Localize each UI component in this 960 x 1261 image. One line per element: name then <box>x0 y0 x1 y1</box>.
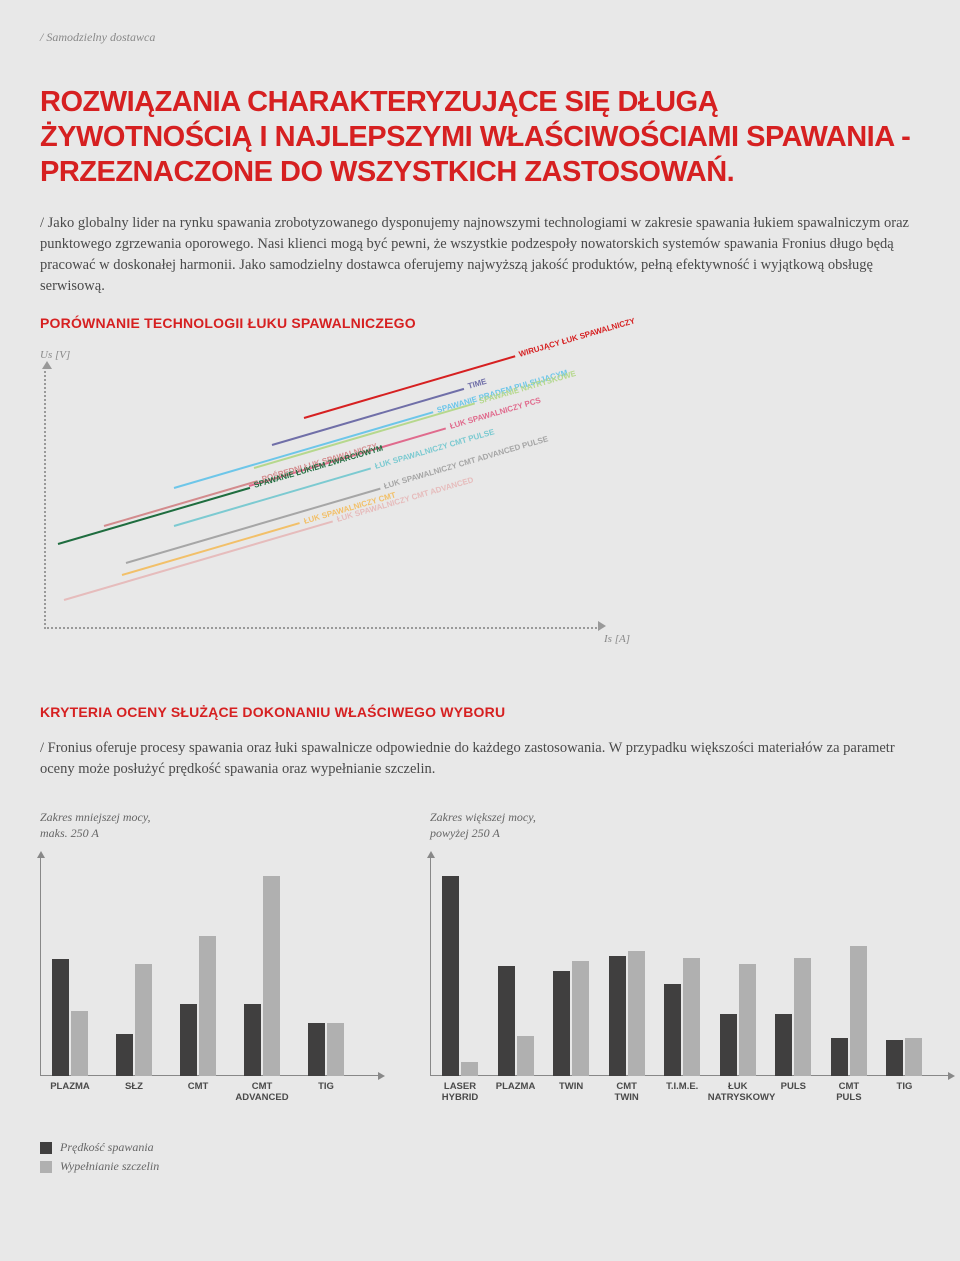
bar-group: PULS <box>775 958 811 1076</box>
bar-label: LASERHYBRID <box>430 1082 490 1104</box>
bar-label: CMTADVANCED <box>232 1082 292 1104</box>
arc-line <box>122 523 300 577</box>
bar-label: TWIN <box>541 1082 601 1093</box>
criteria-paragraph: / Fronius oferuje procesy spawania oraz … <box>40 738 920 780</box>
bar-speed <box>52 959 69 1076</box>
bar-group: LASERHYBRID <box>442 876 478 1076</box>
bar-group: CMTPULS <box>831 946 867 1076</box>
x-axis <box>44 627 600 629</box>
bar-gap <box>739 964 756 1076</box>
arc-line <box>64 521 333 602</box>
arc-line <box>104 481 258 528</box>
bar-label: PLAZMA <box>486 1082 546 1093</box>
bar-label: PULS <box>763 1082 823 1093</box>
bar-label: PLAZMA <box>40 1082 100 1093</box>
bar-gap <box>327 1023 344 1076</box>
bar-gap <box>461 1062 478 1076</box>
bar-group: CMTADVANCED <box>244 876 280 1076</box>
bar-gap <box>71 1011 88 1076</box>
x-axis-label: Is [A] <box>604 633 630 645</box>
bar-group: SŁZ <box>116 964 152 1076</box>
bar-label: SŁZ <box>104 1082 164 1093</box>
section-title-criteria: KRYTERIA OCENY SŁUŻĄCE DOKONANIU WŁAŚCIW… <box>40 704 920 720</box>
bar-group: T.I.M.E. <box>664 958 700 1076</box>
bar-gap <box>135 964 152 1076</box>
barchart-title-left: Zakres mniejszej mocy,maks. 250 A <box>40 810 380 842</box>
bar-gap <box>850 946 867 1076</box>
bar-speed <box>553 971 570 1076</box>
bar-group: PLAZMA <box>498 966 534 1076</box>
arc-line-label: ŁUK SPAWALNICZY CMT PULSE <box>373 427 495 470</box>
bar-label: CMT <box>168 1082 228 1093</box>
bar-label: TIG <box>874 1082 934 1093</box>
bar-gap <box>794 958 811 1076</box>
bar-label: ŁUKNATRYSKOWY <box>708 1082 768 1104</box>
y-axis <box>40 856 41 1076</box>
bar-speed <box>308 1023 325 1076</box>
arc-line <box>254 403 475 469</box>
arc-comparison-chart: Us [V] WIRUJĄCY ŁUK SPAWALNICZYTIMESPAWA… <box>40 349 600 649</box>
bar-label: TIG <box>296 1082 356 1093</box>
bar-group: TIG <box>886 1038 922 1076</box>
bar-group: CMT <box>180 936 216 1076</box>
bar-label: CMTPULS <box>819 1082 879 1104</box>
bar-speed <box>498 966 515 1076</box>
barchart-higher-power: Zakres większej mocy,powyżej 250 A LASER… <box>430 810 950 1096</box>
page-title: ROZWIĄZANIA CHARAKTERYZUJĄCE SIĘ DŁUGĄ Ż… <box>40 85 920 189</box>
bar-speed <box>886 1040 903 1076</box>
bar-speed <box>609 956 626 1076</box>
bar-speed <box>720 1014 737 1076</box>
y-axis <box>430 856 431 1076</box>
legend-item-speed: Prędkość spawania <box>40 1140 920 1155</box>
bar-gap <box>572 961 589 1076</box>
section-title-comparison: PORÓWNANIE TECHNOLOGII ŁUKU SPAWALNICZEG… <box>40 315 920 331</box>
legend-label-speed: Prędkość spawania <box>60 1140 154 1155</box>
bar-group: CMTTWIN <box>609 951 645 1076</box>
intro-paragraph: / Jako globalny lider na rynku spawania … <box>40 213 920 297</box>
arc-line <box>58 487 251 545</box>
arc-line-label: TIME <box>467 377 488 391</box>
legend-label-gap: Wypełnianie szczelin <box>60 1159 159 1174</box>
arc-line <box>126 488 381 564</box>
bar-speed <box>180 1004 197 1076</box>
bar-group: TIG <box>308 1023 344 1076</box>
legend: Prędkość spawania Wypełnianie szczelin <box>40 1140 920 1174</box>
bar-speed <box>244 1004 261 1076</box>
bar-speed <box>775 1014 792 1076</box>
legend-item-gap: Wypełnianie szczelin <box>40 1159 920 1174</box>
bar-gap <box>199 936 216 1076</box>
bar-group: ŁUKNATRYSKOWY <box>720 964 756 1076</box>
bar-gap <box>905 1038 922 1076</box>
bar-speed <box>831 1038 848 1076</box>
bar-label: CMTTWIN <box>597 1082 657 1104</box>
barchart-title-right: Zakres większej mocy,powyżej 250 A <box>430 810 950 842</box>
bar-gap <box>263 876 280 1076</box>
barchart-lower-power: Zakres mniejszej mocy,maks. 250 A PLAZMA… <box>40 810 380 1096</box>
bar-speed <box>116 1034 133 1076</box>
bar-gap <box>683 958 700 1076</box>
breadcrumb: / Samodzielny dostawca <box>40 30 920 45</box>
y-axis <box>44 367 46 629</box>
bar-gap <box>517 1036 534 1076</box>
bar-label: T.I.M.E. <box>652 1082 712 1093</box>
bar-group: PLAZMA <box>52 959 88 1076</box>
bar-speed <box>442 876 459 1076</box>
bar-speed <box>664 984 681 1076</box>
bar-group: TWIN <box>553 961 589 1076</box>
y-axis-label: Us [V] <box>40 349 70 361</box>
bar-gap <box>628 951 645 1076</box>
arc-line <box>304 356 516 420</box>
